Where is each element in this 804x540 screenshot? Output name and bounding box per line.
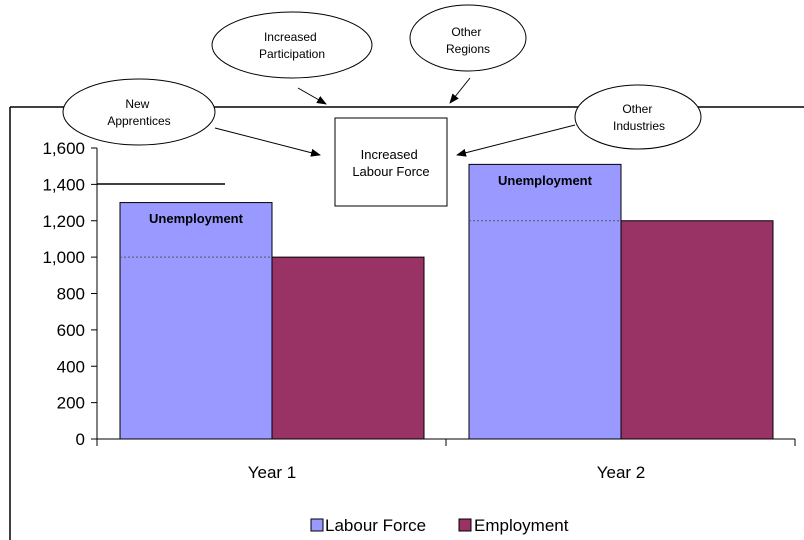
callout-other-industries-text: Other Industries xyxy=(613,102,665,133)
center-box-line-1: Increased xyxy=(361,147,418,162)
callout-other-regions-text: Other Regions xyxy=(446,25,490,56)
y-tick-label: 1,400 xyxy=(42,175,85,194)
center-box-line-2: Labour Force xyxy=(352,164,429,179)
y-tick-group: 0 200 400 600 800 1,000 1,200 1,400 1,600 xyxy=(42,139,97,449)
y-tick-label: 800 xyxy=(57,285,85,304)
y-tick-label: 1,200 xyxy=(42,212,85,231)
other-regions-line-1: Other xyxy=(451,25,481,39)
bar-employment xyxy=(271,256,425,440)
x-tick-group: Year 1 Year 2 xyxy=(96,439,796,482)
callout-other-industries xyxy=(574,84,702,150)
new-apprentices-line-2: Apprentices xyxy=(107,114,170,128)
y-tick-label: 400 xyxy=(57,357,85,376)
y-tick-label: 1,000 xyxy=(42,248,85,267)
other-industries-line-2: Industries xyxy=(613,119,665,133)
x-category-label: Year 1 xyxy=(248,463,297,482)
arrow-from-new-apprentices xyxy=(214,127,321,157)
callout-new-apprentices xyxy=(62,78,216,146)
legend: Labour Force Employment xyxy=(310,516,569,535)
new-apprentices-line-1: New xyxy=(125,97,149,111)
legend-label-employment: Employment xyxy=(474,516,569,535)
increased-participation-line-2: Participation xyxy=(259,47,325,61)
y-tick-label: 200 xyxy=(57,394,85,413)
y-tick-label: 1,600 xyxy=(42,139,85,158)
bar-employment xyxy=(620,220,774,440)
legend-swatch-employment xyxy=(458,518,472,532)
y-tick-label: 600 xyxy=(57,321,85,340)
arrow-from-increased-participation xyxy=(297,87,327,105)
callout-increased-participation xyxy=(211,11,373,79)
other-industries-line-1: Other xyxy=(622,102,652,116)
legend-swatch-labour-force xyxy=(310,518,324,532)
bar-group xyxy=(119,163,774,440)
unemployment-label-year1: Unemployment xyxy=(149,211,244,226)
arrow-from-other-regions xyxy=(449,77,471,104)
y-tick-label: 0 xyxy=(76,430,85,449)
other-regions-line-2: Regions xyxy=(446,42,490,56)
callout-increased-participation-text: Increased Participation xyxy=(259,30,325,61)
legend-label-labour-force: Labour Force xyxy=(325,516,426,535)
unemployment-label-year2: Unemployment xyxy=(498,173,593,188)
arrow-from-other-industries xyxy=(456,124,576,157)
center-box-text: Increased Labour Force xyxy=(352,147,429,179)
increased-labour-force-box xyxy=(334,117,448,207)
bar-labour-force xyxy=(119,202,273,440)
bar-labour-force xyxy=(468,163,622,440)
increased-participation-line-1: Increased xyxy=(264,30,317,44)
x-category-label: Year 2 xyxy=(597,463,646,482)
callout-other-regions xyxy=(409,4,527,72)
callout-new-apprentices-text: New Apprentices xyxy=(107,97,170,128)
